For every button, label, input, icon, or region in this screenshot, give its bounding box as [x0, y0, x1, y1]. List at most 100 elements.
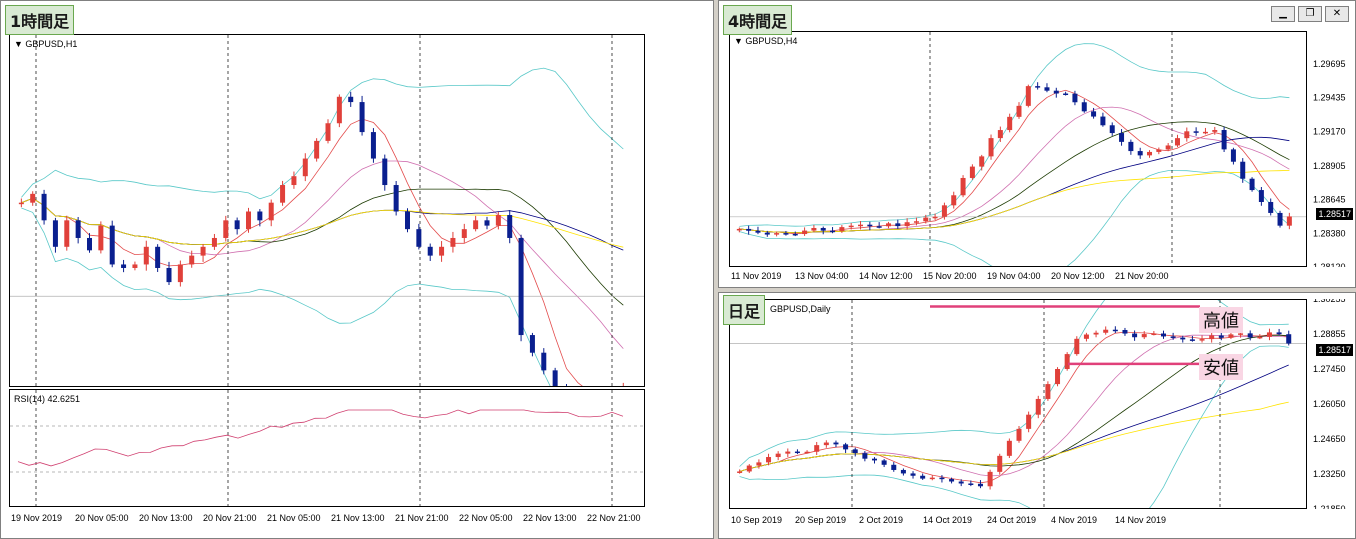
candle-body	[804, 451, 810, 454]
candle-body	[1202, 131, 1208, 134]
candle-body	[891, 464, 897, 470]
candle-body	[325, 123, 331, 141]
candle-body	[968, 483, 974, 485]
candle-body	[814, 445, 820, 452]
candle-body	[913, 221, 919, 223]
candle-body	[1072, 93, 1078, 103]
candle-body	[1132, 333, 1138, 338]
candle-body	[1045, 384, 1051, 399]
ma-long-line	[739, 136, 1290, 234]
candle-body	[839, 227, 845, 231]
candle-body	[811, 227, 817, 231]
candle-body	[736, 228, 742, 231]
h1-x-tick: 21 Nov 21:00	[395, 513, 449, 523]
candle-body	[1240, 161, 1246, 179]
daily-chart-window[interactable]: 日足 GBPUSD,Daily 1.30255 1.28855 1.27450 1.2…	[718, 292, 1356, 539]
candle-body	[920, 475, 926, 479]
h1-x-tick: 22 Nov 21:00	[587, 513, 641, 523]
close-icon[interactable]: ✕	[1325, 6, 1349, 22]
ma-mid-line	[739, 106, 1290, 234]
candle-body	[529, 335, 535, 353]
h1-symbol-text: GBPUSD,H1	[25, 39, 78, 49]
candle-body	[314, 140, 320, 159]
candle-body	[1228, 334, 1234, 338]
candle-body	[64, 220, 70, 247]
daily-candles	[730, 300, 1306, 508]
rsi-line	[17, 409, 624, 467]
daily-y-tick: 1.23250	[1313, 469, 1346, 479]
candle-body	[852, 449, 858, 454]
h4-y-tick: 1.28120	[1313, 262, 1346, 267]
h1-x-tick: 20 Nov 13:00	[139, 513, 193, 523]
candle-body	[1063, 93, 1069, 96]
lower-band-line	[739, 345, 1289, 508]
h4-x-axis: 11 Nov 2019 13 Nov 04:00 14 Nov 12:00 15 No…	[731, 271, 1169, 281]
candle-body	[1147, 151, 1153, 156]
candle-body	[234, 220, 240, 230]
candle-body	[87, 237, 92, 251]
candle-body	[1266, 332, 1272, 337]
h1-price-plot[interactable]: ▼ GBPUSD,H1	[9, 34, 645, 387]
candle-body	[783, 233, 789, 235]
upper-band-line	[739, 43, 1290, 227]
h1-x-tick: 21 Nov 13:00	[331, 513, 385, 523]
daily-x-tick: 24 Oct 2019	[987, 515, 1036, 525]
h1-x-tick: 20 Nov 21:00	[203, 513, 257, 523]
restore-icon[interactable]: ❐	[1298, 6, 1322, 22]
rsi-label: RSI(14) 42.6251	[14, 394, 81, 404]
h4-y-tick: 1.29695	[1313, 59, 1346, 69]
candle-body	[820, 227, 826, 231]
candle-body	[1035, 398, 1041, 415]
candle-body	[1230, 149, 1236, 162]
candle-body	[302, 158, 308, 177]
candle-body	[1035, 86, 1041, 88]
h1-x-tick: 22 Nov 13:00	[523, 513, 577, 523]
candle-body	[949, 479, 955, 482]
candle-body	[336, 96, 342, 124]
candle-body	[997, 130, 1003, 139]
candle-body	[746, 228, 752, 231]
minimize-icon[interactable]: ▁	[1271, 6, 1295, 22]
candle-body	[792, 233, 798, 236]
h1-chart-window[interactable]: 1時間足 ▼ GBPUSD,H1 RSI(14) 42.6251 19 Nov …	[0, 0, 714, 539]
candle-body	[904, 222, 910, 227]
h4-x-tick: 15 Nov 20:00	[923, 271, 977, 281]
ma-longest-line	[21, 197, 624, 248]
candle-body	[495, 215, 501, 226]
daily-price-plot[interactable]: GBPUSD,Daily	[729, 299, 1307, 509]
h4-x-tick: 19 Nov 04:00	[987, 271, 1041, 281]
candle-body	[867, 224, 873, 227]
candle-body	[1189, 339, 1195, 341]
upper-band-line	[21, 67, 624, 200]
candle-body	[1174, 138, 1180, 146]
candle-body	[1053, 90, 1059, 94]
candle-body	[200, 246, 206, 256]
candle-body	[923, 217, 929, 222]
candle-body	[30, 193, 36, 203]
h4-price-plot[interactable]: ▼ GBPUSD,H4	[729, 31, 1307, 267]
candle-body	[830, 230, 836, 233]
candle-body	[958, 481, 964, 484]
candle-body	[872, 458, 877, 461]
candle-body	[405, 211, 410, 230]
candle-body	[858, 224, 864, 227]
candle-body	[143, 246, 149, 265]
candle-body	[895, 223, 901, 227]
candle-body	[1218, 335, 1224, 338]
candle-body	[756, 462, 762, 466]
candle-body	[737, 471, 743, 473]
candle-body	[1221, 130, 1227, 150]
h4-x-tick: 20 Nov 12:00	[1051, 271, 1105, 281]
h1-candles	[10, 35, 644, 386]
h1-rsi-plot[interactable]: RSI(14) 42.6251	[9, 389, 645, 507]
candle-body	[1209, 335, 1215, 340]
candle-body	[794, 451, 800, 454]
candle-body	[1258, 190, 1264, 202]
daily-x-tick: 2 Oct 2019	[859, 515, 903, 525]
h4-chart-window[interactable]: 4時間足 ▁ ❐ ✕ ▼ GBPUSD,H4 1.29695 1.29435 1.2…	[718, 0, 1356, 288]
candle-body	[427, 246, 433, 256]
candle-body	[268, 202, 274, 221]
candle-body	[52, 220, 58, 247]
candle-body	[910, 473, 916, 476]
candle-body	[1103, 329, 1109, 333]
